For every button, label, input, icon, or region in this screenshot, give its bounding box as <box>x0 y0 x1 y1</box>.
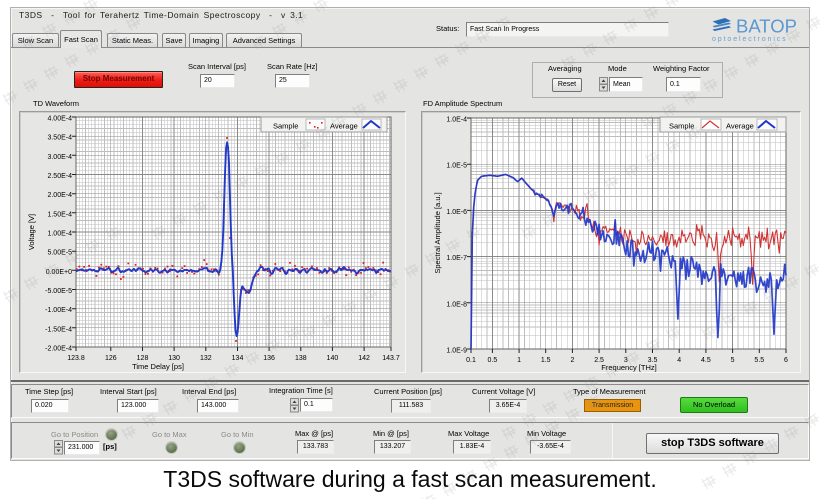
svg-text:132: 132 <box>200 355 212 362</box>
svg-text:6: 6 <box>784 357 788 364</box>
svg-text:-2.00E-4: -2.00E-4 <box>45 346 72 353</box>
svg-text:-1.00E-4: -1.00E-4 <box>45 307 72 314</box>
svg-text:1.0E-5: 1.0E-5 <box>446 163 467 170</box>
svg-text:Average: Average <box>726 122 754 131</box>
svg-text:5: 5 <box>731 357 735 364</box>
svg-text:2.5: 2.5 <box>594 357 604 364</box>
svg-text:4.00E-4: 4.00E-4 <box>47 116 72 123</box>
svg-text:Frequency [THz]: Frequency [THz] <box>601 363 656 372</box>
svg-text:130: 130 <box>168 355 180 362</box>
svg-text:Sample: Sample <box>273 122 298 131</box>
svg-text:1.0E-8: 1.0E-8 <box>446 301 467 308</box>
svg-text:0.1: 0.1 <box>466 357 476 364</box>
svg-text:138: 138 <box>295 355 307 362</box>
svg-text:BATOP: BATOP <box>736 16 797 37</box>
svg-text:-1.50E-4: -1.50E-4 <box>45 326 72 333</box>
svg-text:5.5: 5.5 <box>754 357 764 364</box>
svg-text:126: 126 <box>105 355 117 362</box>
svg-text:123.8: 123.8 <box>67 355 85 362</box>
svg-text:Average: Average <box>330 122 358 131</box>
svg-text:134: 134 <box>232 355 244 362</box>
svg-text:136: 136 <box>263 355 275 362</box>
svg-text:1.0E-4: 1.0E-4 <box>446 117 467 124</box>
svg-text:140: 140 <box>327 355 339 362</box>
svg-text:2.50E-4: 2.50E-4 <box>47 173 72 180</box>
svg-text:Sample: Sample <box>669 122 694 131</box>
svg-text:Time Delay [ps]: Time Delay [ps] <box>132 362 184 371</box>
svg-text:2: 2 <box>570 357 574 364</box>
svg-text:3.50E-4: 3.50E-4 <box>47 135 72 142</box>
svg-text:Spectral Amplitude [a.u.]: Spectral Amplitude [a.u.] <box>433 192 442 273</box>
svg-text:-5.00E-5: -5.00E-5 <box>45 288 72 295</box>
svg-text:1.5: 1.5 <box>541 357 551 364</box>
svg-text:1.0E-6: 1.0E-6 <box>446 209 467 216</box>
svg-text:1: 1 <box>517 357 521 364</box>
svg-text:142: 142 <box>358 355 370 362</box>
svg-text:optoelectronics: optoelectronics <box>712 36 788 43</box>
svg-text:0.00E+0: 0.00E+0 <box>46 269 72 276</box>
svg-text:1.0E-7: 1.0E-7 <box>446 255 467 262</box>
svg-text:4.5: 4.5 <box>701 357 711 364</box>
svg-text:3.5: 3.5 <box>648 357 658 364</box>
svg-text:3.00E-4: 3.00E-4 <box>47 154 72 161</box>
svg-text:5.00E-5: 5.00E-5 <box>47 250 72 257</box>
svg-text:1.50E-4: 1.50E-4 <box>47 211 72 218</box>
svg-text:0.5: 0.5 <box>488 357 498 364</box>
svg-text:4: 4 <box>677 357 681 364</box>
svg-text:1.0E-9: 1.0E-9 <box>446 348 467 355</box>
svg-text:1.00E-4: 1.00E-4 <box>47 231 72 238</box>
svg-text:2.00E-4: 2.00E-4 <box>47 192 72 199</box>
svg-text:128: 128 <box>137 355 149 362</box>
svg-text:143.7: 143.7 <box>382 355 400 362</box>
svg-text:Voltage [V]: Voltage [V] <box>27 214 36 250</box>
